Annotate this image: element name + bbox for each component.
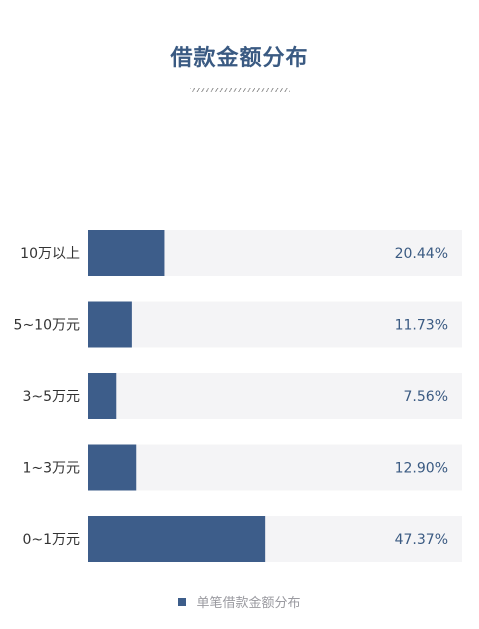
category-label: 3~5万元 <box>22 389 80 405</box>
bar <box>88 301 132 348</box>
value-label: 11.73% <box>395 318 448 334</box>
bar-track <box>88 444 462 491</box>
bar <box>88 230 165 276</box>
bar-chart: 10万以上 20.44% 5~10万元 11.73% 3~5万元 7.56% 1~3万元 12… <box>14 230 462 562</box>
value-label: 20.44% <box>395 246 448 262</box>
bar <box>88 373 117 419</box>
title-divider <box>190 88 290 92</box>
bar-track <box>88 301 462 348</box>
category-label: 10万以上 <box>20 246 80 262</box>
bar <box>88 516 266 562</box>
category-label: 0~1万元 <box>22 532 80 548</box>
category-label: 5~10万元 <box>14 318 80 334</box>
value-label: 7.56% <box>404 389 448 405</box>
value-label: 12.90% <box>395 461 448 477</box>
legend: 单笔借款金额分布 <box>0 592 479 611</box>
category-label: 1~3万元 <box>22 461 80 477</box>
bar <box>88 444 137 491</box>
legend-label: 单笔借款金额分布 <box>196 596 301 611</box>
legend-swatch <box>178 597 187 606</box>
bar-track <box>88 373 462 419</box>
chart-title: 借款金额分布 <box>170 46 309 71</box>
value-label: 47.37% <box>395 532 448 548</box>
